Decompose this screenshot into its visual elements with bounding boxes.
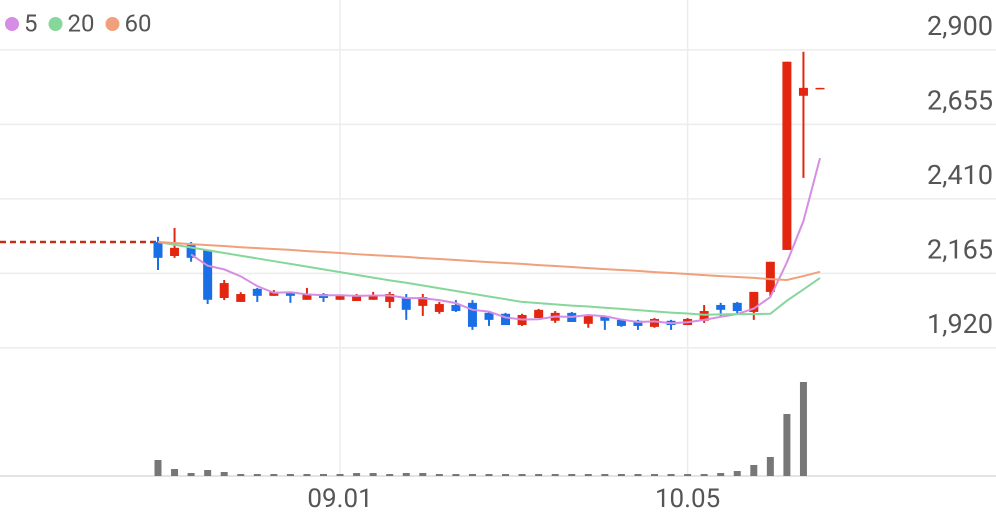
volume-bar bbox=[402, 473, 410, 476]
volume-bar bbox=[783, 414, 791, 476]
candle-body bbox=[269, 291, 279, 296]
volume-bar bbox=[634, 474, 642, 476]
candle-body bbox=[600, 316, 610, 321]
volume-bar bbox=[651, 474, 658, 476]
volume-bar bbox=[386, 474, 394, 476]
volume-bar bbox=[303, 474, 311, 476]
volume-bar bbox=[766, 457, 774, 476]
volume-bar bbox=[733, 471, 741, 476]
volume-bar bbox=[601, 474, 609, 476]
candle-body bbox=[467, 302, 477, 327]
candle-body bbox=[352, 294, 362, 302]
candle-body bbox=[782, 61, 792, 250]
candle-body bbox=[716, 304, 726, 310]
x-tick-label: 10.05 bbox=[655, 484, 720, 514]
volume-bar bbox=[617, 474, 625, 476]
volume-bar bbox=[502, 474, 510, 476]
candle-body bbox=[534, 309, 544, 319]
volume-bar bbox=[237, 474, 245, 476]
candle-body bbox=[798, 87, 808, 96]
candle-body bbox=[186, 245, 196, 258]
candle-body bbox=[170, 247, 180, 257]
volume-bar bbox=[320, 474, 327, 476]
candle-body bbox=[583, 315, 593, 324]
volume-bar bbox=[568, 474, 576, 476]
volume-bar bbox=[253, 474, 261, 476]
candle-body bbox=[451, 304, 461, 312]
legend-label: 20 bbox=[68, 9, 95, 37]
volume-bar bbox=[750, 465, 758, 476]
candle-body bbox=[252, 288, 262, 296]
x-tick-label: 09.01 bbox=[307, 484, 372, 514]
candle-body bbox=[335, 295, 345, 300]
candle-body bbox=[650, 318, 659, 327]
candle-body bbox=[434, 304, 444, 312]
volume-bar bbox=[220, 472, 228, 476]
volume-bar bbox=[419, 473, 427, 476]
candle-body bbox=[302, 294, 312, 300]
volume-bar bbox=[204, 470, 212, 476]
volume-bar bbox=[369, 473, 377, 476]
volume-bar bbox=[286, 474, 294, 476]
candle-body bbox=[236, 294, 246, 302]
candle-body bbox=[368, 294, 378, 300]
legend-label: 5 bbox=[24, 9, 38, 37]
volume-bar bbox=[717, 473, 725, 476]
volume-bar bbox=[435, 474, 443, 476]
legend-marker bbox=[105, 17, 120, 31]
volume-bar bbox=[468, 474, 476, 476]
volume-bar bbox=[667, 474, 675, 476]
volume-bar bbox=[584, 474, 592, 476]
y-tick-label: 2,900 bbox=[927, 10, 993, 42]
volume-bar bbox=[700, 474, 708, 476]
candle-body bbox=[153, 242, 163, 258]
volume-bar bbox=[799, 382, 807, 476]
volume-bar bbox=[154, 460, 162, 476]
volume-bar bbox=[452, 474, 460, 476]
y-tick-label: 2,655 bbox=[927, 84, 993, 116]
candle-body bbox=[401, 297, 411, 310]
moving-average-line bbox=[190, 157, 821, 325]
volume-bar bbox=[518, 474, 526, 476]
volume-bar bbox=[684, 474, 692, 476]
volume-bar bbox=[336, 474, 344, 476]
legend-label: 60 bbox=[124, 9, 151, 37]
candle-body bbox=[815, 87, 825, 90]
volume-bar bbox=[485, 474, 493, 476]
candle-body bbox=[732, 302, 742, 312]
candle-body bbox=[219, 283, 229, 298]
legend-marker bbox=[48, 17, 63, 31]
volume-bar bbox=[171, 469, 179, 476]
candle-body bbox=[765, 261, 775, 292]
moving-average-line bbox=[157, 241, 821, 316]
volume-bar bbox=[187, 473, 195, 476]
y-tick-label: 1,920 bbox=[927, 308, 993, 340]
y-tick-label: 2,165 bbox=[927, 233, 993, 265]
volume-bar bbox=[551, 474, 559, 476]
candle-body bbox=[501, 313, 511, 326]
moving-average-line bbox=[157, 241, 821, 282]
candle-body bbox=[203, 249, 213, 300]
candle-body bbox=[616, 319, 626, 326]
volume-bar bbox=[353, 473, 361, 476]
candle-body bbox=[699, 311, 709, 321]
volume-bar bbox=[535, 474, 543, 476]
candle-body bbox=[385, 294, 395, 302]
candle-body bbox=[633, 320, 643, 326]
y-tick-label: 2,410 bbox=[927, 159, 993, 191]
candle-body bbox=[418, 297, 428, 306]
candle-body bbox=[285, 291, 295, 296]
candle-body bbox=[484, 312, 494, 320]
volume-bar bbox=[270, 474, 278, 476]
legend-marker bbox=[5, 17, 19, 31]
candle-body bbox=[749, 291, 759, 312]
